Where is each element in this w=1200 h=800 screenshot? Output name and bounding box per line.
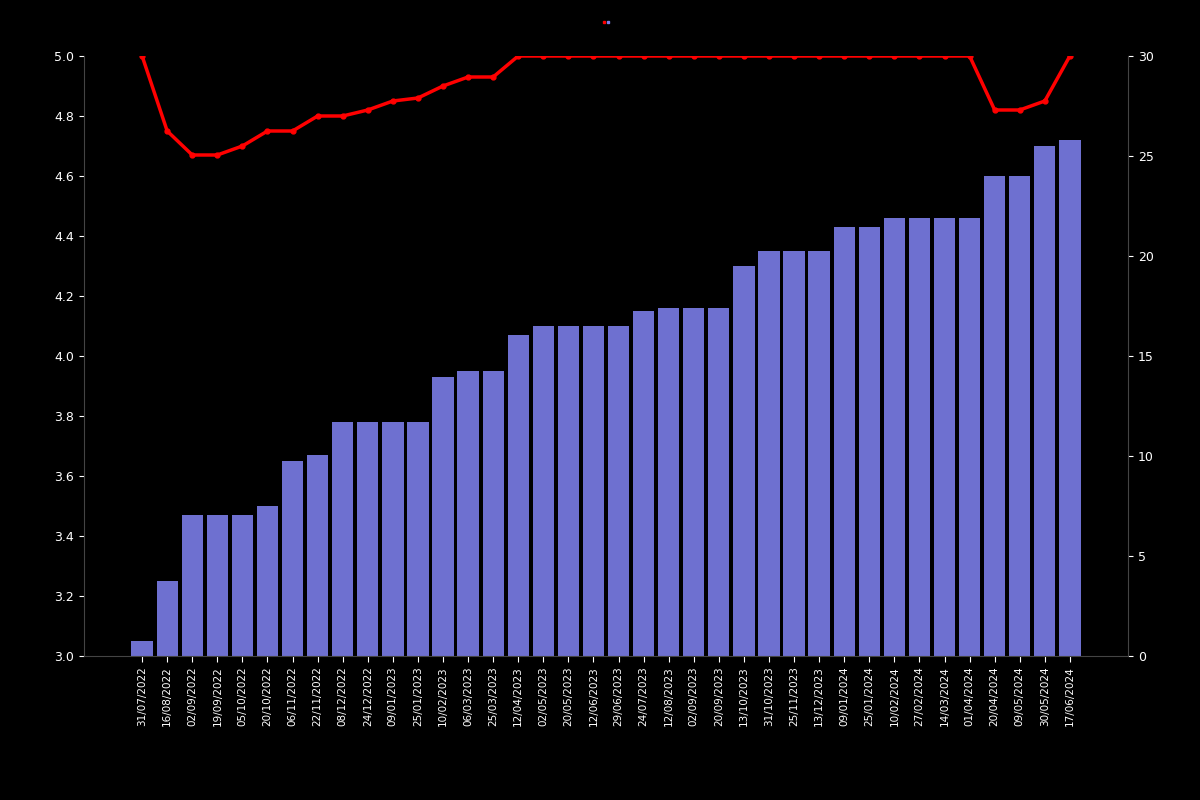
Bar <box>181 515 203 656</box>
Bar <box>908 218 930 656</box>
Bar <box>156 581 178 656</box>
Bar <box>358 422 378 656</box>
Bar <box>834 227 854 656</box>
Bar <box>883 218 905 656</box>
Bar <box>482 371 504 656</box>
Bar <box>809 251 829 656</box>
Legend: , : , <box>602 21 610 23</box>
Bar <box>257 506 278 656</box>
Bar <box>683 308 704 656</box>
Bar <box>307 455 329 656</box>
Bar <box>608 326 629 656</box>
Bar <box>1009 176 1031 656</box>
Bar <box>432 377 454 656</box>
Bar <box>1060 140 1080 656</box>
Bar <box>533 326 554 656</box>
Bar <box>758 251 780 656</box>
Bar <box>457 371 479 656</box>
Bar <box>508 335 529 656</box>
Bar <box>658 308 679 656</box>
Bar <box>733 266 755 656</box>
Bar <box>206 515 228 656</box>
Bar <box>558 326 580 656</box>
Bar <box>934 218 955 656</box>
Bar <box>632 311 654 656</box>
Bar <box>959 218 980 656</box>
Bar <box>332 422 353 656</box>
Bar <box>859 227 880 656</box>
Bar <box>232 515 253 656</box>
Bar <box>132 641 152 656</box>
Bar <box>383 422 403 656</box>
Bar <box>984 176 1006 656</box>
Bar <box>708 308 730 656</box>
Bar <box>1034 146 1056 656</box>
Bar <box>784 251 805 656</box>
Bar <box>282 461 304 656</box>
Bar <box>583 326 604 656</box>
Bar <box>407 422 428 656</box>
